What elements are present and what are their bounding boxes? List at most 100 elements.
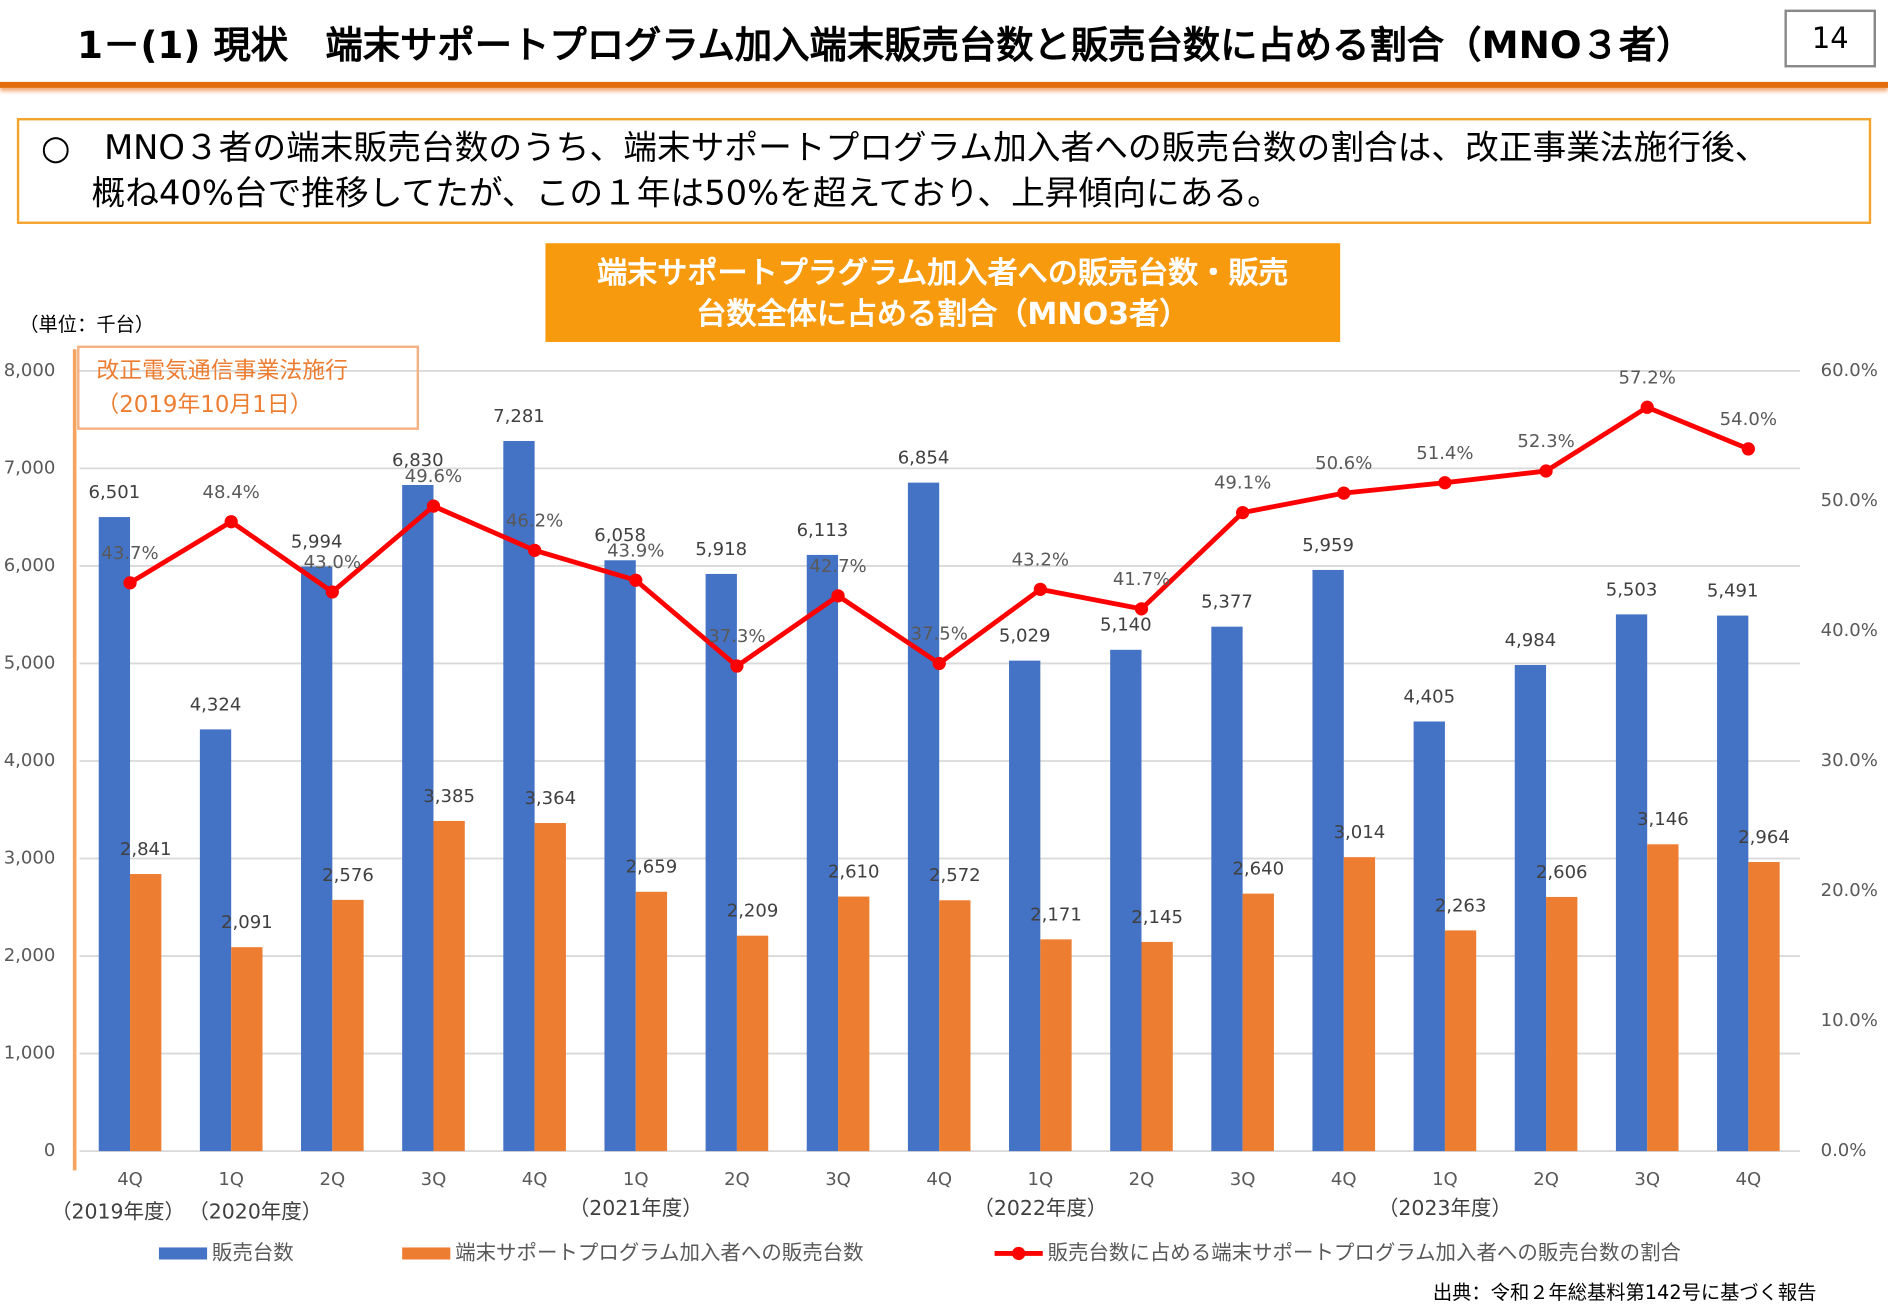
data-label: 43.9%: [607, 540, 664, 561]
bar: [1343, 857, 1376, 1152]
summary-box: ○ MNO３者の端末販売台数のうち、端末サポートプログラム加入者への販売台数の割…: [16, 118, 1872, 224]
data-label: 2,576: [322, 865, 374, 886]
data-label: 43.0%: [304, 552, 361, 573]
data-label: 4,324: [190, 694, 242, 715]
y2-tick-label: 0.0%: [1821, 1140, 1867, 1161]
data-label: 46.2%: [506, 510, 563, 531]
data-label: 2,640: [1232, 859, 1284, 880]
data-label: 2,572: [929, 865, 981, 886]
x-tick-label: 4Q: [1331, 1169, 1357, 1190]
bar: [301, 566, 333, 1152]
x-tick-label: 2Q: [319, 1169, 345, 1190]
data-label: 7,281: [493, 406, 545, 427]
bar: [1413, 721, 1445, 1152]
x-group-label: （2019年度）: [51, 1200, 185, 1224]
line-marker: [1033, 582, 1047, 596]
legend-swatch: [1012, 1246, 1026, 1261]
bar: [806, 554, 839, 1152]
bar: [635, 891, 668, 1152]
y2-tick-label: 50.0%: [1821, 490, 1878, 511]
bar: [907, 482, 940, 1152]
bar: [1546, 896, 1578, 1152]
data-label: 52.3%: [1517, 431, 1574, 452]
header: 1－(1) 現状 端末サポートプログラム加入端末販売台数と販売台数に占める割合（…: [0, 0, 1888, 88]
x-tick-label: 4Q: [926, 1169, 952, 1190]
bar: [130, 874, 162, 1152]
y-tick-label: 0: [44, 1140, 55, 1161]
y2-tick-label: 40.0%: [1821, 620, 1878, 641]
data-label: 2,145: [1131, 907, 1183, 928]
x-tick-label: 1Q: [1027, 1169, 1053, 1190]
line-marker: [224, 515, 238, 529]
data-label: 3,364: [524, 788, 576, 809]
data-label: 6,058: [594, 525, 646, 546]
data-label: 5,377: [1201, 592, 1253, 613]
x-tick-label: 3Q: [421, 1169, 447, 1190]
bar: [1312, 569, 1344, 1152]
line-marker: [1236, 505, 1250, 520]
bar: [98, 517, 131, 1152]
legend-label: 販売台数: [212, 1240, 294, 1264]
line-marker: [932, 656, 946, 671]
bar: [604, 560, 636, 1152]
x-tick-label: 3Q: [1634, 1169, 1660, 1190]
legend-swatch: [402, 1247, 451, 1260]
bar: [332, 899, 364, 1152]
bar: [939, 900, 971, 1152]
line-marker: [325, 585, 339, 599]
data-label: 5,918: [695, 539, 747, 560]
y-tick-label: 5,000: [4, 652, 56, 673]
data-label: 37.3%: [708, 626, 765, 647]
y2-tick-label: 60.0%: [1821, 360, 1878, 381]
line-marker: [831, 589, 845, 603]
x-tick-label: 3Q: [1230, 1169, 1256, 1190]
data-label: 49.6%: [405, 466, 462, 487]
bar: [433, 820, 465, 1152]
data-label: 4,984: [1505, 630, 1557, 651]
bar: [1748, 862, 1780, 1152]
annotation-line: 改正電気通信事業法施行: [96, 357, 349, 385]
x-tick-label: 4Q: [117, 1169, 143, 1190]
line-marker: [730, 659, 744, 673]
line-marker: [123, 576, 137, 590]
chart-title-line: 端末サポートプラグラム加入者への販売台数・販売: [597, 255, 1289, 291]
bar: [199, 729, 232, 1152]
x-group-label: （2021年度）: [569, 1196, 703, 1220]
data-label: 5,503: [1606, 579, 1658, 600]
data-label: 5,994: [291, 531, 343, 552]
data-label: 51.4%: [1416, 443, 1473, 464]
y-tick-label: 1,000: [4, 1043, 56, 1064]
y-tick-label: 2,000: [4, 945, 56, 966]
data-label: 37.5%: [911, 624, 968, 645]
y-tick-label: 4,000: [4, 750, 56, 771]
y-tick-label: 8,000: [4, 360, 56, 381]
data-label: 3,146: [1637, 809, 1689, 830]
data-label: 3,014: [1334, 822, 1386, 843]
bar: [231, 947, 263, 1152]
x-tick-label: 1Q: [1432, 1169, 1458, 1190]
y2-tick-label: 10.0%: [1821, 1010, 1878, 1031]
data-label: 3,385: [423, 786, 475, 807]
data-label: 2,659: [626, 857, 678, 878]
bar: [1211, 626, 1243, 1152]
legend-label: 端末サポートプログラム加入者への販売台数: [455, 1240, 863, 1264]
bar: [534, 823, 566, 1152]
y-axis-unit: （単位：千台）: [19, 313, 155, 336]
line-marker: [527, 543, 542, 557]
bar: [1647, 844, 1679, 1152]
y2-tick-label: 30.0%: [1821, 750, 1878, 771]
line-marker: [1741, 442, 1755, 456]
data-label: 57.2%: [1619, 367, 1676, 388]
data-label: 6,854: [898, 448, 950, 469]
data-label: 6,501: [89, 482, 141, 503]
data-label: 6,113: [797, 520, 849, 541]
annotation-line: （2019年10月1日）: [96, 391, 313, 418]
data-label: 5,029: [999, 626, 1051, 647]
bar: [736, 935, 769, 1152]
bar: [503, 440, 535, 1152]
line-marker: [426, 499, 441, 513]
y-tick-label: 7,000: [4, 457, 56, 478]
summary-line: 概ね40%台で推移してたが、この１年は50%を超えており、上昇傾向にある。: [91, 173, 1281, 214]
chart-title: 端末サポートプラグラム加入者への販売台数・販売 台数全体に占める割合（MNO3者…: [545, 243, 1341, 342]
